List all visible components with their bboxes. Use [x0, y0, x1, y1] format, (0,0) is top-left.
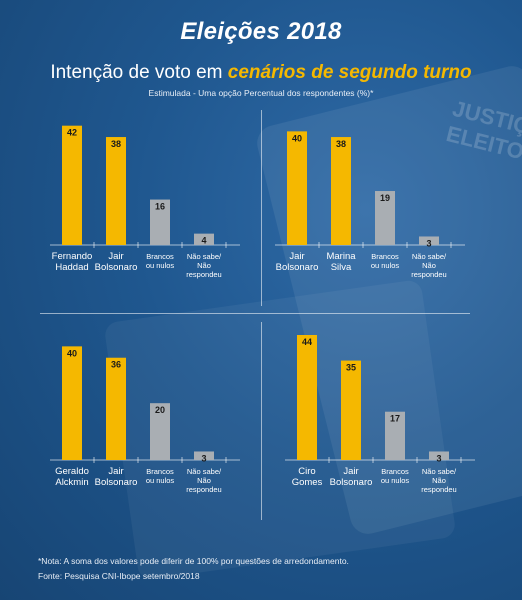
category-label-line: respondeu [421, 485, 456, 494]
bar [297, 335, 317, 460]
category-label-line: ou nulos [146, 261, 175, 270]
bar-value-label: 20 [155, 405, 165, 415]
category-label: Jair Bolsonaro [95, 251, 138, 273]
page-title: Eleições 2018 [180, 18, 342, 45]
category-label: Geraldo Alckmin [55, 466, 89, 488]
category-label: Brancos ou nulos [146, 252, 175, 270]
bar [419, 236, 439, 245]
bar [331, 137, 351, 245]
divider-vertical-bottom [261, 322, 262, 520]
chart-haddad-vs-bolsonaro: 42 Fernando Haddad 38 Jair Bolsonaro 16 Brancos… [50, 125, 240, 279]
category-label-line: Geraldo [55, 466, 89, 477]
category-label-line: ou nulos [146, 476, 175, 485]
bar-value-label: 17 [390, 414, 400, 424]
category-label: Brancos ou nulos [381, 467, 410, 485]
category-label-line: Não sabe/ [422, 467, 457, 476]
page-subtitle: Intenção de voto em cenários de segundo … [0, 62, 522, 84]
bar [375, 191, 395, 245]
category-label-line: Gomes [292, 477, 323, 488]
category-label: Brancos ou nulos [146, 467, 175, 485]
category-label-line: Silva [331, 262, 352, 273]
category-label: Jair Bolsonaro [330, 466, 373, 488]
category-label: Não sabe/Não respondeu [421, 467, 457, 494]
category-label-line: Brancos [381, 467, 409, 476]
bar-value-label: 19 [380, 193, 390, 203]
category-label-line: Bolsonaro [276, 262, 319, 273]
bar-value-label: 36 [111, 360, 121, 370]
bar-value-label: 38 [336, 139, 346, 149]
category-label-line: Não [197, 261, 211, 270]
category-label-line: Brancos [146, 467, 174, 476]
category-label-line: Bolsonaro [95, 477, 138, 488]
bar-value-label: 38 [111, 139, 121, 149]
category-label-line: Ciro [298, 466, 315, 477]
bar [62, 346, 82, 460]
category-label-line: respondeu [186, 270, 221, 279]
category-label-line: Jair [289, 251, 304, 262]
bar [341, 360, 361, 460]
category-label-line: Jair [108, 251, 123, 262]
footnote-source: Fonte: Pesquisa CNI-Ibope setembro/2018 [38, 571, 200, 581]
bar [106, 137, 126, 245]
category-label-line: Não sabe/ [187, 467, 222, 476]
category-label-line: Fernando [52, 251, 93, 262]
category-label: Não sabe/Não respondeu [411, 252, 447, 279]
bar-value-label: 40 [292, 133, 302, 143]
category-label-line: Alckmin [55, 477, 88, 488]
category-label-line: respondeu [186, 485, 221, 494]
bar [62, 125, 82, 245]
bar [385, 411, 405, 460]
category-label: Não sabe/Não respondeu [186, 467, 222, 494]
bar-value-label: 40 [67, 348, 77, 358]
bar-value-label: 3 [436, 453, 441, 463]
category-label-line: Bolsonaro [95, 262, 138, 273]
bar [106, 357, 126, 460]
category-label: Jair Bolsonaro [276, 251, 319, 273]
category-label-line: Não sabe/ [412, 252, 447, 261]
category-label: Fernando Haddad [52, 251, 93, 273]
bar [429, 451, 449, 460]
bar-value-label: 3 [426, 238, 431, 248]
category-label-line: Não sabe/ [187, 252, 222, 261]
bar-value-label: 16 [155, 202, 165, 212]
category-label-line: Brancos [371, 252, 399, 261]
category-label: Brancos ou nulos [371, 252, 400, 270]
category-label-line: Jair [108, 466, 123, 477]
category-label-line: respondeu [411, 270, 446, 279]
bar-value-label: 42 [67, 128, 77, 138]
category-label-line: Haddad [55, 262, 88, 273]
category-label-line: ou nulos [371, 261, 400, 270]
category-label-line: Bolsonaro [330, 477, 373, 488]
category-label-line: Jair [343, 466, 358, 477]
footnote-rounding: *Nota: A soma dos valores pode diferir d… [38, 556, 349, 566]
bar-value-label: 4 [201, 236, 206, 246]
bar [150, 403, 170, 460]
category-label-line: Brancos [146, 252, 174, 261]
category-label: Jair Bolsonaro [95, 466, 138, 488]
bar-value-label: 44 [302, 337, 312, 347]
category-label: Ciro Gomes [292, 466, 323, 488]
survey-note: Estimulada - Uma opção Percentual dos re… [148, 88, 374, 98]
category-label-line: Marina [326, 251, 356, 262]
divider-vertical-top [261, 110, 262, 306]
subtitle-highlight: cenários de segundo turno [227, 62, 472, 83]
bar [194, 451, 214, 460]
bar [287, 131, 307, 245]
bar-value-label: 35 [346, 363, 356, 373]
chart-alckmin-vs-bolsonaro: 40 Geraldo Alckmin 36 Jair Bolsonaro 20 Brancos… [50, 346, 240, 494]
subtitle-prefix: Intenção de voto em [50, 62, 228, 83]
category-label-line: Não [422, 261, 436, 270]
category-label: Marina Silva [326, 251, 356, 273]
bar-value-label: 3 [201, 453, 206, 463]
chart-ciro-vs-bolsonaro: 44 Ciro Gomes 35 Jair Bolsonaro 17 Brancos ou nu… [285, 335, 475, 494]
bar [150, 199, 170, 245]
bar [194, 233, 214, 245]
category-label-line: ou nulos [381, 476, 410, 485]
chart-bolsonaro-vs-marina: 40 Jair Bolsonaro 38 Marina Silva 19 Brancos ou … [275, 131, 465, 279]
category-label: Não sabe/Não respondeu [186, 252, 222, 279]
category-label-line: Não [432, 476, 446, 485]
category-label-line: Não [197, 476, 211, 485]
divider-horizontal [40, 313, 470, 314]
